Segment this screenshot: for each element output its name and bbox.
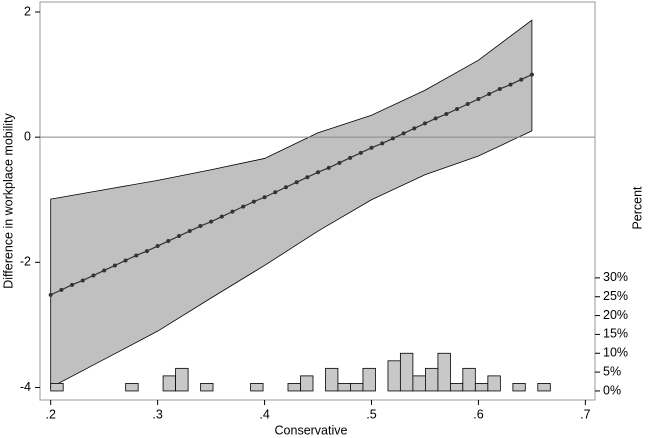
histogram-bar [175, 367, 189, 392]
histogram-bar [399, 352, 414, 392]
histogram-bar [325, 367, 339, 392]
histogram-bar [387, 360, 401, 392]
fit-point [401, 131, 406, 136]
fit-point [177, 234, 182, 239]
histogram-bar [362, 367, 376, 392]
y2-axis-title: Percent [630, 186, 644, 230]
fit-point [91, 273, 96, 278]
x-tick-label: .6 [473, 407, 483, 421]
histogram-bar [350, 383, 364, 392]
fit-point [198, 224, 203, 229]
fit-point [380, 141, 385, 146]
fit-point [123, 258, 128, 263]
fit-point [337, 160, 342, 165]
fit-point [166, 239, 171, 244]
histogram-bar [412, 375, 426, 392]
fit-point [283, 185, 288, 190]
fit-point [348, 155, 353, 160]
x-axis-title: Conservative [275, 423, 348, 437]
fit-point [294, 180, 299, 185]
fit-point [134, 253, 139, 258]
histogram-bar [300, 375, 314, 392]
x-tick-label: .7 [580, 407, 590, 421]
fit-point [529, 72, 534, 77]
fit-point [262, 195, 267, 200]
y2-tick-label: 30% [603, 270, 628, 284]
y2-tick-label: 20% [603, 308, 628, 322]
histogram-bar [424, 367, 439, 392]
y2-tick-label: 0% [603, 383, 621, 397]
fit-point [476, 96, 481, 101]
histogram-bar [125, 383, 139, 392]
fit-point [251, 199, 256, 204]
y-axis-title: Difference in workplace mobility [1, 112, 15, 288]
histogram-bar [437, 352, 451, 392]
y-tick-label: 0 [24, 129, 31, 143]
histogram-bar [474, 383, 489, 392]
histogram-bar [287, 383, 301, 392]
histogram-bar [50, 383, 64, 392]
y2-tick-label: 15% [603, 327, 628, 341]
fit-point [70, 282, 75, 287]
fit-point [316, 170, 321, 175]
histogram-bar [537, 383, 551, 392]
confidence-band [50, 19, 533, 389]
y2-tick-label: 10% [603, 346, 628, 360]
x-tick-label: .3 [152, 407, 162, 421]
y-tick-label: 2 [24, 4, 31, 18]
histogram-bar [337, 383, 351, 392]
y2-tick-label: 25% [603, 289, 628, 303]
fit-point [102, 268, 107, 273]
fit-point [241, 204, 246, 209]
fit-point [209, 219, 214, 224]
histogram-bar [200, 383, 214, 392]
fit-point [273, 190, 278, 195]
histogram-bar [250, 383, 264, 392]
fit-point [230, 209, 235, 214]
histogram-bar [450, 383, 464, 392]
histogram-bar [487, 375, 501, 392]
fit-point [497, 86, 502, 91]
histogram-bar [162, 375, 176, 392]
fit-point [455, 107, 460, 112]
x-tick-label: .5 [366, 407, 376, 421]
fit-point [155, 244, 160, 249]
fit-point [187, 229, 192, 234]
fit-point [422, 121, 427, 126]
fit-point [444, 112, 449, 117]
fit-point [465, 102, 470, 107]
fit-point [326, 165, 331, 170]
fit-point [48, 292, 53, 297]
histogram-bar [462, 367, 476, 392]
fit-point [219, 214, 224, 219]
fit-point [144, 249, 149, 254]
fit-point [305, 175, 310, 180]
fit-line [50, 74, 533, 296]
y-tick-label: -4 [20, 380, 31, 394]
fit-point [112, 263, 117, 268]
fit-point [433, 116, 438, 121]
fit-point [390, 136, 395, 141]
histogram-bar [512, 383, 526, 392]
fit-point [519, 77, 524, 82]
fit-point [59, 287, 64, 292]
fit-point [369, 145, 374, 150]
fit-point [487, 91, 492, 96]
fit-point [358, 150, 363, 155]
y2-tick-label: 5% [603, 364, 621, 378]
x-tick-label: .2 [45, 407, 55, 421]
fit-point [508, 82, 513, 87]
fit-point [80, 278, 85, 283]
y-tick-label: -2 [20, 255, 31, 269]
fit-point [412, 126, 417, 131]
x-tick-label: .4 [259, 407, 269, 421]
